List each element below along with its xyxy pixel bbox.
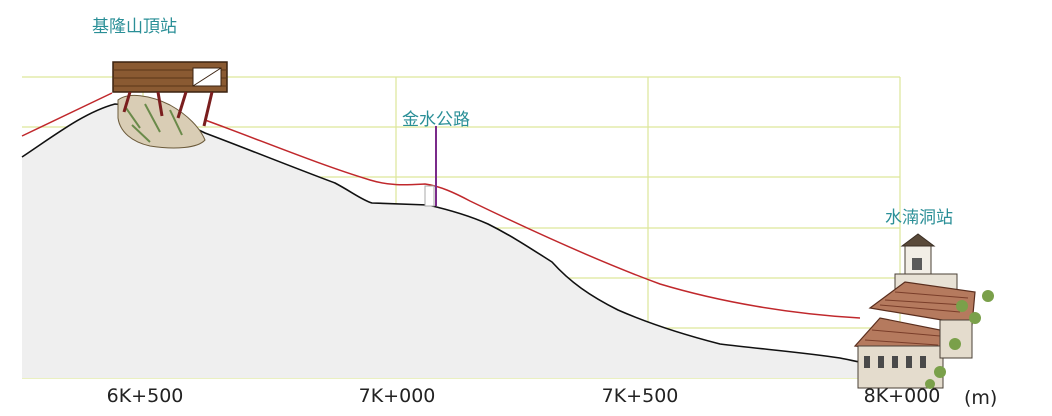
axis-tick-label: 6K+500 [106,385,184,407]
axis-tick-label: 7K+000 [358,385,436,407]
support-pylon [424,185,435,207]
road-label: 金水公路 [402,110,470,130]
bottom-station-illustration [853,233,994,389]
bottom-station-label: 水湳洞站 [885,208,953,228]
road-support [424,126,437,207]
cable-line-left [21,92,113,137]
top-station-label: 基隆山頂站 [92,17,177,37]
axis-unit-label: (m) [964,387,998,409]
axis-tick-label: 8K+000 [863,385,941,407]
axis-tick-label: 7K+500 [601,385,679,407]
top-station-illustration [112,61,228,149]
cable-line [204,119,861,319]
terrain-area [22,104,900,378]
